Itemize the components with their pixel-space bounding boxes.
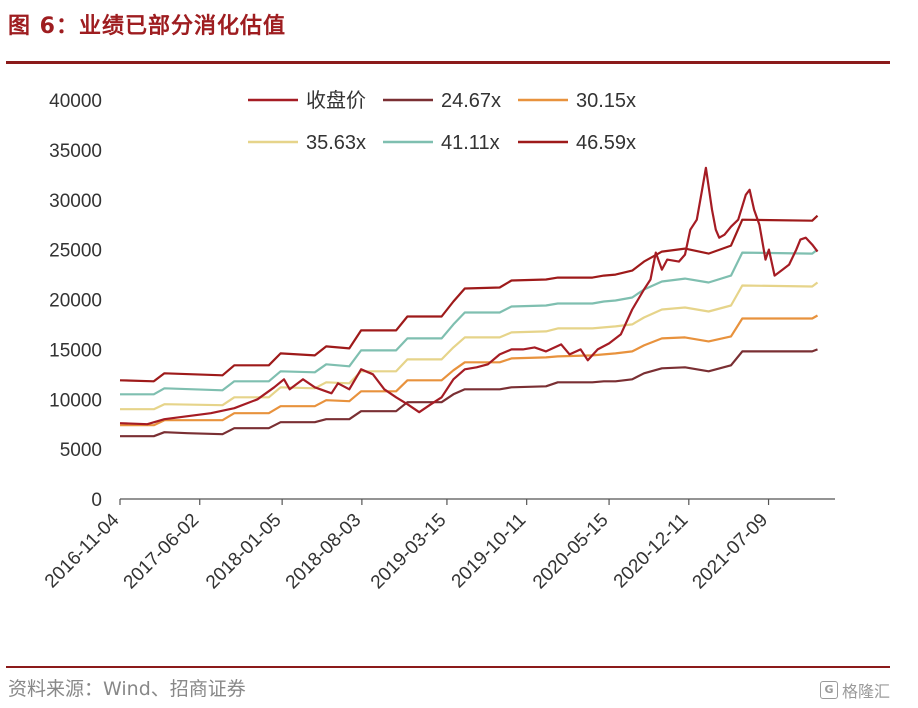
watermark-text: 格隆汇	[841, 682, 890, 701]
legend-label: 收盘价	[306, 89, 366, 112]
series-line-41.11x	[120, 248, 819, 396]
x-tick-label: 2018-08-03	[282, 510, 366, 594]
x-tick-label: 2019-03-15	[367, 510, 451, 594]
y-tick-label: 35000	[49, 141, 102, 162]
y-tick-label: 0	[91, 490, 102, 511]
y-tick-label: 30000	[49, 191, 102, 212]
series-line-24.67x	[120, 348, 818, 438]
series-line-46.59x	[119, 214, 819, 383]
y-tick-label: 5000	[60, 440, 102, 461]
x-tick-label: 2021-07-09	[689, 510, 773, 594]
y-tick-label: 40000	[49, 91, 102, 112]
series-lines	[119, 166, 819, 438]
legend-label: 35.63x	[306, 132, 366, 154]
line-chart: 0 5000 10000 15000 20000 25000 30000 35000 40000…	[41, 89, 835, 594]
source-note: 资料来源：Wind、招商证券	[8, 678, 246, 700]
y-axis: 0 5000 10000 15000 20000 25000 30000 35000 40000	[49, 91, 102, 511]
legend: 收盘价 24.67x 30.15x 35.63x 41.11x 46.59x	[248, 89, 636, 154]
legend-label: 46.59x	[576, 132, 636, 154]
legend-label: 41.11x	[441, 132, 500, 154]
x-tick-label: 2020-12-11	[610, 510, 693, 593]
y-tick-label: 10000	[49, 390, 102, 411]
x-tick-label: 2016-11-04	[41, 509, 124, 592]
watermark-logo-icon: G	[819, 681, 838, 699]
x-tick-label: 2020-05-15	[529, 510, 613, 594]
x-tick-label: 2017-06-02	[120, 510, 204, 594]
top-rule	[6, 61, 890, 64]
x-tick-label: 2019-10-11	[448, 510, 531, 593]
series-line-35.63x	[120, 281, 819, 411]
x-axis: 2016-11-042017-06-022018-01-052018-08-03…	[41, 498, 835, 594]
x-tick-label: 2018-01-05	[202, 510, 286, 594]
figure-title: 图 6：业绩已部分消化估值	[8, 14, 286, 39]
series-line-收盘价	[119, 166, 819, 426]
y-tick-label: 15000	[49, 340, 102, 361]
series-line-30.15x	[120, 314, 819, 427]
legend-label: 24.67x	[441, 90, 501, 112]
y-tick-label: 20000	[49, 291, 102, 312]
y-tick-label: 25000	[49, 241, 102, 262]
watermark: G 格隆汇	[819, 678, 890, 702]
bottom-rule	[6, 666, 890, 668]
legend-label: 30.15x	[576, 90, 636, 112]
